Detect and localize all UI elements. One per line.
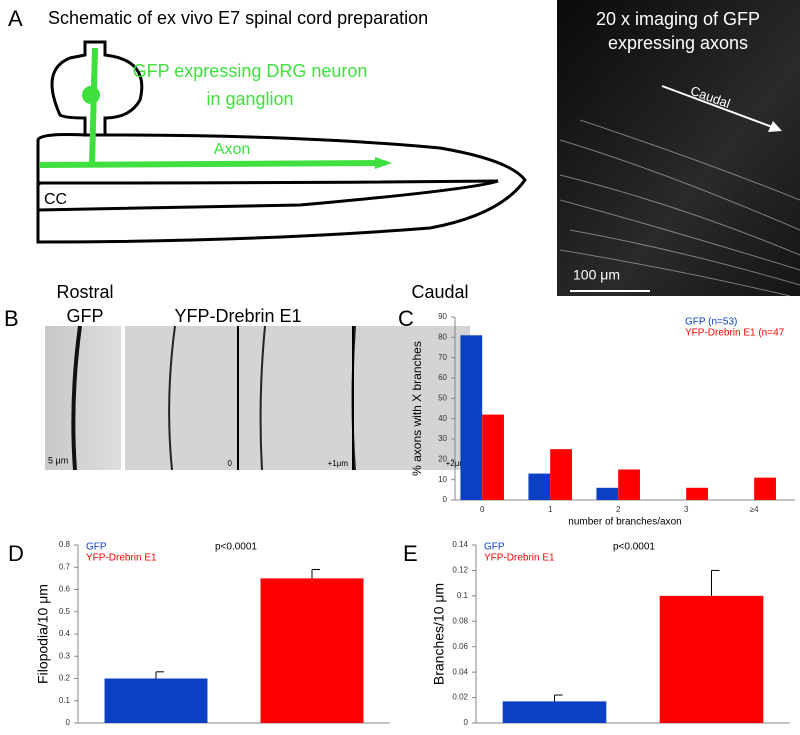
- y-tick-label: 0.14: [452, 540, 468, 549]
- bar: [754, 477, 776, 500]
- axon-label: Axon: [214, 141, 250, 158]
- y-tick-label: 0.2: [59, 674, 71, 683]
- y-axis-label: Filopodia/10 μm: [35, 584, 51, 684]
- annotation: p<0.0001: [215, 542, 257, 553]
- bar: [550, 449, 572, 500]
- bar: [260, 578, 364, 723]
- y-tick-label: 0: [66, 718, 71, 727]
- bar: [618, 469, 640, 500]
- annotation: p<0.0001: [613, 542, 655, 553]
- y-tick-label: 50: [438, 393, 447, 402]
- neuron-label: in ganglion: [206, 89, 293, 109]
- bar: [528, 473, 551, 500]
- y-tick-label: 0: [443, 495, 448, 504]
- y-tick-label: 0.02: [452, 693, 468, 702]
- frame-label: +1μm: [328, 459, 349, 468]
- y-tick-label: 0.1: [59, 696, 71, 705]
- y-tick-label: 0.7: [59, 562, 71, 571]
- bar: [104, 678, 208, 723]
- x-tick-label: 0: [480, 505, 485, 514]
- bar: [460, 335, 483, 500]
- direction-arrow: [661, 85, 776, 129]
- image-title: 20 x imaging of GFP: [596, 9, 760, 29]
- y-tick-label: 0.12: [452, 566, 468, 575]
- bar: [596, 487, 619, 500]
- y-tick-label: 0.06: [452, 642, 468, 651]
- x-tick-label: 3: [684, 505, 689, 514]
- y-tick-label: 20: [438, 454, 447, 463]
- panel-title: Schematic of ex vivo E7 spinal cord prep…: [48, 8, 428, 28]
- y-tick-label: 0.08: [452, 616, 468, 625]
- panel-label: E: [403, 541, 418, 566]
- y-tick-label: 0.04: [452, 667, 468, 676]
- y-tick-label: 40: [438, 414, 447, 423]
- x-tick-label: ≥4: [750, 505, 759, 514]
- rostral-label: Rostral: [56, 282, 113, 302]
- gfp-label: GFP: [66, 306, 103, 326]
- legend-entry: GFP: [86, 542, 107, 553]
- x-tick-label: 2: [616, 505, 621, 514]
- neuron-label: GFP expressing DRG neuron: [133, 61, 368, 81]
- gfp-image: [45, 326, 121, 470]
- y-tick-label: 0.5: [59, 607, 71, 616]
- y-tick-label: 80: [438, 332, 447, 341]
- y-tick-label: 70: [438, 353, 447, 362]
- legend-entry: GFP: [484, 542, 505, 553]
- schematic: [36, 40, 527, 244]
- bar: [686, 487, 708, 500]
- y-tick-label: 0.4: [59, 629, 71, 638]
- axon-tip: [375, 157, 392, 169]
- y-axis-label: % axons with X branches: [410, 341, 424, 476]
- legend-entry: YFP-Drebrin E1: [484, 553, 555, 564]
- y-axis-label: Branches/10 μm: [431, 583, 447, 685]
- bar: [659, 595, 764, 723]
- caudal-label: Caudal: [411, 282, 468, 302]
- bar: [482, 414, 504, 500]
- cc-label: CC: [44, 191, 67, 208]
- y-tick-label: 0.8: [59, 540, 71, 549]
- yfp-label: YFP-Drebrin E1: [174, 306, 301, 326]
- scale-label: 5 μm: [48, 455, 68, 465]
- y-tick-label: 90: [438, 312, 447, 321]
- panel-label: D: [8, 541, 24, 566]
- gfp-axon: [71, 325, 82, 471]
- x-tick-label: 1: [548, 505, 553, 514]
- x-axis-label: number of branches/axon: [568, 517, 681, 528]
- panel-label: C: [398, 306, 414, 331]
- frame-label: +2μm: [446, 459, 467, 468]
- legend-entry: YFP-Drebrin E1 (n=47: [685, 328, 785, 339]
- neuron: [39, 47, 386, 168]
- y-tick-label: 0.6: [59, 585, 71, 594]
- neuron-soma: [82, 86, 100, 104]
- micrograph-texture: [559, 119, 800, 297]
- scale-label: 100 μm: [573, 267, 620, 283]
- y-tick-label: 0: [464, 718, 469, 727]
- y-tick-label: 30: [438, 434, 447, 443]
- frame-label: 0: [228, 459, 233, 468]
- legend-entry: YFP-Drebrin E1: [86, 553, 157, 564]
- y-tick-label: 0.3: [59, 651, 71, 660]
- y-tick-label: 0.1: [457, 591, 469, 600]
- y-tick-label: 60: [438, 373, 447, 382]
- y-tick-label: 10: [438, 475, 447, 484]
- image-title: expressing axons: [608, 33, 748, 53]
- yfp-image: [125, 326, 470, 470]
- legend-entry: GFP (n=53): [685, 317, 737, 328]
- bar: [502, 701, 607, 723]
- panel-label: B: [4, 306, 19, 331]
- micrograph: [557, 0, 800, 296]
- panel-label: A: [8, 6, 23, 31]
- arrow-head: [768, 121, 782, 132]
